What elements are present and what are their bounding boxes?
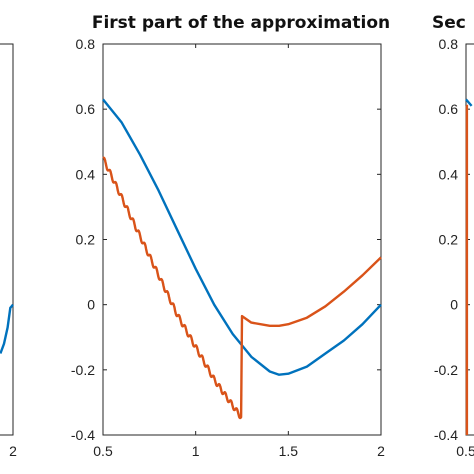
right-y-tick-label: 0.2 [439,232,459,248]
right-chart-title: Sec [432,13,466,33]
x-tick-label: 1 [192,443,200,459]
left-plot-lines [0,303,14,354]
chart-title: First part of the approximation [92,13,390,33]
y-tick-label: 0.4 [76,166,96,182]
right-series-line-1 [465,98,473,107]
y-tick-label: -0.2 [71,362,95,378]
right-partial-chart: Sec -0.4 -0.2 0 0.2 0.4 0.6 0.8 0.5 [432,13,474,459]
y-tick-label: -0.4 [71,427,95,443]
right-axes-ticks: -0.4 -0.2 0 0.2 0.4 0.6 0.8 0.5 [434,36,474,459]
plot-lines [102,98,382,420]
x-tick-label: 0.5 [93,443,113,459]
right-series-line-2 [465,104,469,435]
x-tick-label: 2 [377,443,385,459]
right-y-tick-label: 0 [450,297,458,313]
left-axes-box [0,43,14,436]
right-plot-lines [465,98,473,435]
right-x-tick-label: 0.5 [456,443,474,459]
right-y-tick-label: -0.4 [434,427,458,443]
y-tick-label: 0.8 [76,36,96,52]
x-tick-label: 1.5 [279,443,299,459]
left-partial-chart: 2 [0,43,17,459]
series-line-1 [102,98,382,376]
series-line-2 [102,156,382,420]
right-y-tick-label: 0.6 [439,101,459,117]
middle-chart: First part of the approximation -0.4 -0.2… [71,13,390,459]
right-y-tick-label: 0.4 [439,166,459,182]
axes-ticks: -0.4 -0.2 0 0.2 0.4 0.6 0.8 0.5 1 1.5 2 [71,36,385,459]
y-tick-label: 0.6 [76,101,96,117]
left-x-tick-label: 2 [9,443,17,459]
right-y-tick-label: -0.2 [434,362,458,378]
y-tick-label: 0.2 [76,232,96,248]
left-series-line [0,303,14,354]
right-y-tick-label: 0.8 [439,36,459,52]
y-tick-label: 0 [87,297,95,313]
